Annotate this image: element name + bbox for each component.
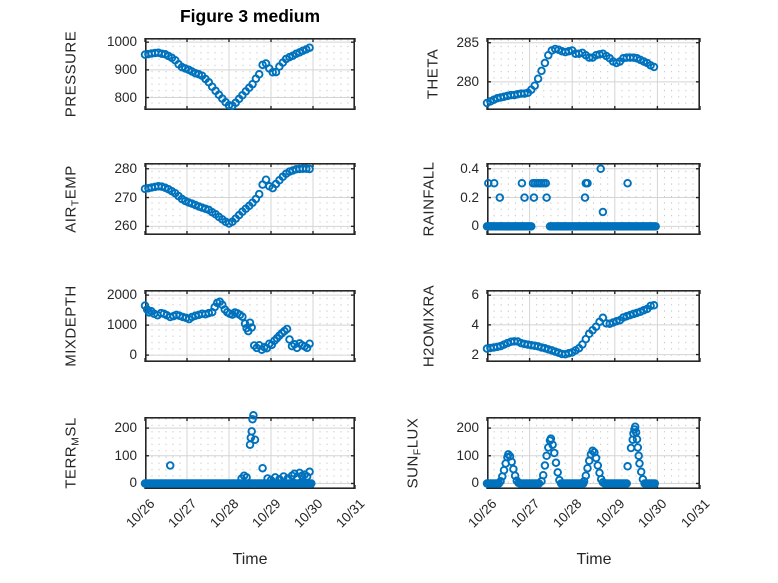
y-tick-label: 0.2 [460, 189, 479, 205]
y-tick-label: 270 [114, 189, 137, 205]
y-tick-label: 285 [456, 34, 479, 50]
y-tick-label: 2 [471, 346, 479, 362]
y-axis-label-terr_msl: TERRMSL [62, 417, 82, 489]
plot-area-terr_msl [140, 411, 356, 490]
subplot-terrmsl: TERRMSL 0 100 200 10/26 10/27 10/28 10/29 10/30 1… [63, 411, 368, 531]
y-tick-label: 200 [114, 420, 137, 436]
y-tick-label: 0 [129, 347, 137, 363]
y-tick-label: 800 [114, 89, 137, 105]
subplot-airtemp: AIRTEMP 260 270 280 [63, 161, 356, 236]
subplot-h2omixra: H2OMIXRA 2 4 6 [421, 285, 701, 367]
y-axis-label-sun_flux: SUNFLUX [404, 417, 424, 489]
subplot-theta: THETA 280 285 [425, 35, 701, 111]
y-tick-label: 4 [471, 316, 479, 332]
subplot-mixdepth: MIXDEPTH 0 1000 2000 [63, 285, 356, 367]
y-axis-label-mixdepth: MIXDEPTH [62, 285, 80, 367]
plot-area-rainfall [482, 163, 701, 236]
y-tick-label: 1000 [106, 317, 137, 333]
plot-area-pressure [140, 38, 356, 111]
figure-title: Figure 3 medium [179, 6, 321, 26]
plot-area-mixdepth [140, 290, 356, 363]
y-tick-label: 100 [114, 447, 137, 463]
y-tick-label: 280 [114, 160, 137, 176]
plot-area-theta [482, 38, 701, 111]
y-tick-label: 280 [456, 73, 479, 89]
y-tick-label: 260 [114, 218, 137, 234]
y-axis-label-air_temp: AIRTEMP [62, 165, 82, 233]
y-tick-label: 900 [114, 61, 137, 77]
y-tick-label: 0 [471, 475, 479, 491]
y-tick-label: 0 [471, 218, 479, 234]
subplot-pressure: PRESSURE 800 900 1000 [63, 31, 356, 117]
y-tick-label: 0 [129, 475, 137, 491]
y-tick-label: 1000 [106, 34, 137, 50]
plot-area-air_temp [140, 163, 356, 236]
subplot-sunflux: SUNFLUX 0 100 200 10/26 10/27 10/28 10/29 10/30 1… [405, 417, 713, 531]
y-tick-label: 200 [456, 420, 479, 436]
y-tick-label: 2000 [106, 287, 137, 303]
y-axis-label-pressure: PRESSURE [62, 30, 80, 118]
y-tick-label: 100 [456, 447, 479, 463]
plot-area-h2omixra [482, 290, 701, 363]
plot-area-sun_flux [482, 417, 701, 490]
y-tick-label: 0.4 [460, 160, 479, 176]
y-tick-label: 6 [471, 287, 479, 303]
x-axis-label-left: Time [232, 551, 268, 568]
subplot-rainfall: RAINFALL 0 0.2 0.4 [421, 161, 701, 236]
x-axis-label-right: Time [576, 551, 612, 568]
